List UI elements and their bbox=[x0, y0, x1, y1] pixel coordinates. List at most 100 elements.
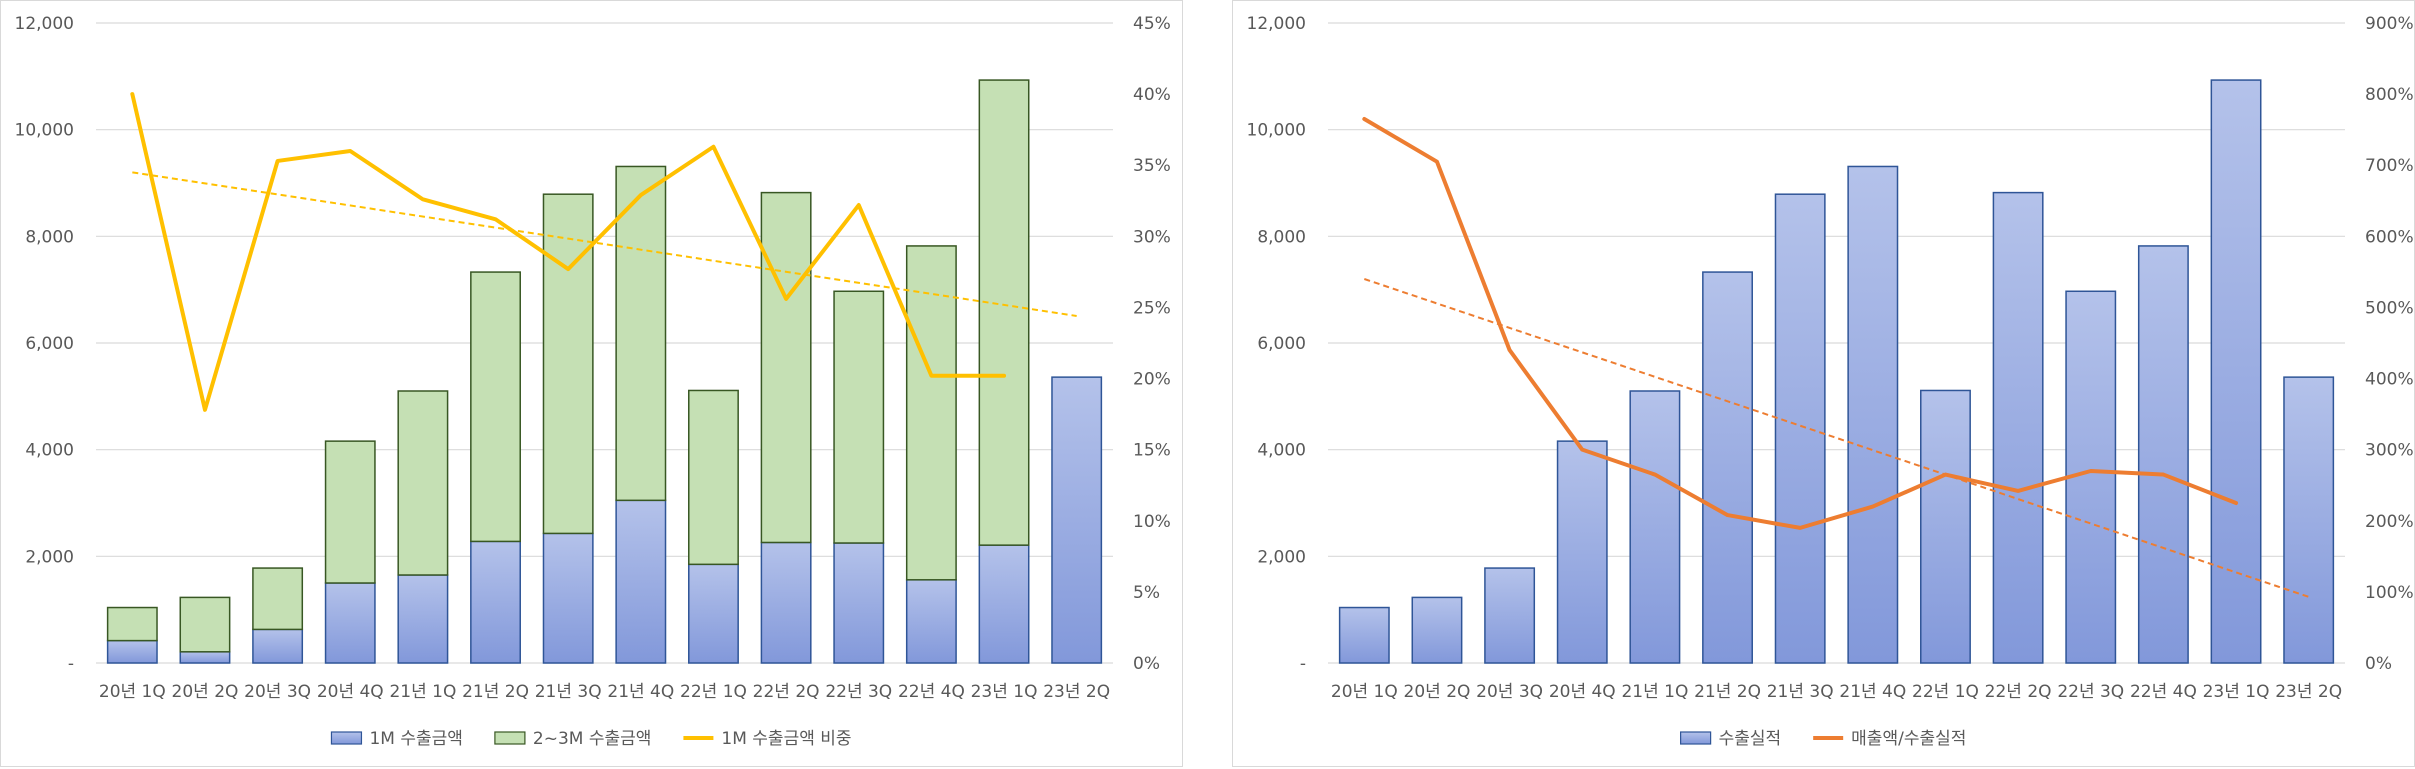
y2-tick-label: 400% bbox=[2365, 370, 2414, 390]
y2-tick-label: 45% bbox=[1133, 14, 1171, 34]
y2-tick-label: 200% bbox=[2365, 512, 2414, 532]
bar bbox=[1411, 596, 1463, 664]
y2-tick-label: 35% bbox=[1133, 156, 1171, 176]
bar bbox=[760, 541, 812, 664]
right-chart: - 2,000 4,000 6,000 8,000 10,000 12,000 0% 100% 2… bbox=[1247, 14, 2414, 749]
y-tick-label: 2,000 bbox=[1257, 547, 1306, 567]
y2-tick-label: 25% bbox=[1133, 298, 1171, 318]
y2-tick-label: 900% bbox=[2365, 14, 2414, 34]
gridlines bbox=[1328, 22, 2345, 664]
bar bbox=[106, 639, 158, 664]
y-tick-label: 8,000 bbox=[1257, 227, 1306, 247]
x-tick-label: 20년 2Q bbox=[172, 682, 239, 702]
legend: 수출실적 매출액/수출실적 bbox=[1680, 729, 1966, 749]
bar bbox=[978, 544, 1030, 664]
line-series-1 bbox=[1362, 117, 2239, 530]
bar-series-1 bbox=[1338, 79, 2335, 664]
bar bbox=[324, 582, 376, 664]
x-tick-label: 21년 1Q bbox=[389, 682, 456, 702]
y-tick-label: 4,000 bbox=[1257, 441, 1306, 461]
x-tick-label: 23년 1Q bbox=[2203, 682, 2270, 702]
legend-label: 매출액/수출실적 bbox=[1851, 729, 1966, 749]
y2-tick-label: 30% bbox=[1133, 227, 1171, 247]
bar bbox=[2137, 245, 2189, 664]
bar bbox=[905, 245, 957, 581]
bar bbox=[542, 532, 594, 664]
x-tick-label: 20년 4Q bbox=[317, 682, 384, 702]
x-tick-label: 23년 2Q bbox=[1043, 682, 1110, 702]
right-chart-panel: - 2,000 4,000 6,000 8,000 10,000 12,000 0% 100% 2… bbox=[1232, 0, 2415, 767]
bar bbox=[397, 390, 449, 576]
y2-tick-label: 15% bbox=[1133, 441, 1171, 461]
x-tick-label: 22년 3Q bbox=[825, 682, 892, 702]
bar bbox=[1702, 271, 1753, 664]
bar bbox=[324, 440, 376, 584]
legend-label: 1M 수출금액 비중 bbox=[721, 729, 851, 749]
bar bbox=[2283, 376, 2335, 664]
x-tick-label: 23년 1Q bbox=[971, 682, 1038, 702]
left-chart-panel: - 2,000 4,000 6,000 8,000 10,000 12,000 0% 5% 10%… bbox=[0, 0, 1183, 767]
bar bbox=[1338, 606, 1390, 664]
y2-tick-label: 0% bbox=[2365, 654, 2392, 674]
y2-tick-label: 100% bbox=[2365, 583, 2414, 603]
x-tick-label: 22년 4Q bbox=[898, 682, 965, 702]
x-tick-label: 20년 4Q bbox=[1549, 682, 1616, 702]
y-tick-label: 8,000 bbox=[25, 227, 74, 247]
x-tick-label: 22년 2Q bbox=[1985, 682, 2052, 702]
x-tick-label: 21년 3Q bbox=[535, 682, 602, 702]
trendline bbox=[1364, 278, 2309, 598]
y2-tick-label: 700% bbox=[2365, 156, 2414, 176]
bar bbox=[106, 606, 158, 642]
x-tick-label: 21년 3Q bbox=[1767, 682, 1834, 702]
legend-label: 1M 수출금액 bbox=[369, 729, 462, 749]
legend-label: 2~3M 수출금액 bbox=[533, 729, 652, 749]
bar bbox=[1920, 389, 1971, 664]
bar bbox=[397, 574, 449, 664]
bar bbox=[688, 563, 739, 664]
x-tick-label: 20년 2Q bbox=[1404, 682, 1471, 702]
trendline bbox=[132, 171, 1077, 317]
bar bbox=[615, 499, 667, 664]
y-tick-label: 10,000 bbox=[1247, 121, 1306, 141]
bar bbox=[615, 165, 667, 502]
x-tick-label: 21년 4Q bbox=[1839, 682, 1906, 702]
legend-swatch bbox=[1680, 731, 1712, 745]
x-tick-label: 21년 1Q bbox=[1621, 682, 1688, 702]
bar bbox=[1847, 165, 1899, 664]
gridlines bbox=[96, 22, 1113, 664]
legend-swatch bbox=[494, 731, 526, 745]
bar bbox=[2210, 79, 2262, 664]
bar bbox=[179, 651, 231, 664]
bar bbox=[760, 191, 812, 544]
y2-tick-label: 20% bbox=[1133, 370, 1171, 390]
y-tick-label: 12,000 bbox=[1247, 14, 1306, 34]
bar bbox=[833, 290, 885, 544]
bar-series-1 bbox=[106, 376, 1103, 664]
y-tick-label: 6,000 bbox=[1257, 334, 1306, 354]
y-tick-label: 6,000 bbox=[25, 334, 74, 354]
y-tick-label: 4,000 bbox=[25, 441, 74, 461]
bar bbox=[978, 79, 1030, 546]
bar bbox=[1629, 390, 1681, 664]
y-tick-label: 2,000 bbox=[25, 547, 74, 567]
x-tick-label: 22년 2Q bbox=[753, 682, 820, 702]
x-tick-label: 22년 1Q bbox=[680, 682, 747, 702]
y-tick-label: 12,000 bbox=[15, 14, 74, 34]
x-tick-label: 22년 1Q bbox=[1912, 682, 1979, 702]
y2-tick-label: 500% bbox=[2365, 298, 2414, 318]
bar bbox=[179, 596, 231, 653]
legend-swatch bbox=[330, 731, 363, 745]
bar bbox=[1484, 567, 1536, 664]
bar bbox=[252, 567, 304, 631]
x-tick-label: 22년 4Q bbox=[2130, 682, 2197, 702]
x-tick-label: 20년 1Q bbox=[99, 682, 166, 702]
x-tick-label: 21년 2Q bbox=[1694, 682, 1761, 702]
y2-tick-label: 0% bbox=[1133, 654, 1160, 674]
legend-label: 수출실적 bbox=[1719, 729, 1782, 749]
x-tick-label: 22년 3Q bbox=[2057, 682, 2124, 702]
bar bbox=[905, 579, 957, 664]
bar bbox=[1051, 376, 1103, 664]
legend: 1M 수출금액 2~3M 수출금액 1M 수출금액 비중 bbox=[330, 729, 852, 749]
bar bbox=[688, 389, 739, 566]
left-chart: - 2,000 4,000 6,000 8,000 10,000 12,000 0% 5% 10%… bbox=[15, 14, 1171, 749]
